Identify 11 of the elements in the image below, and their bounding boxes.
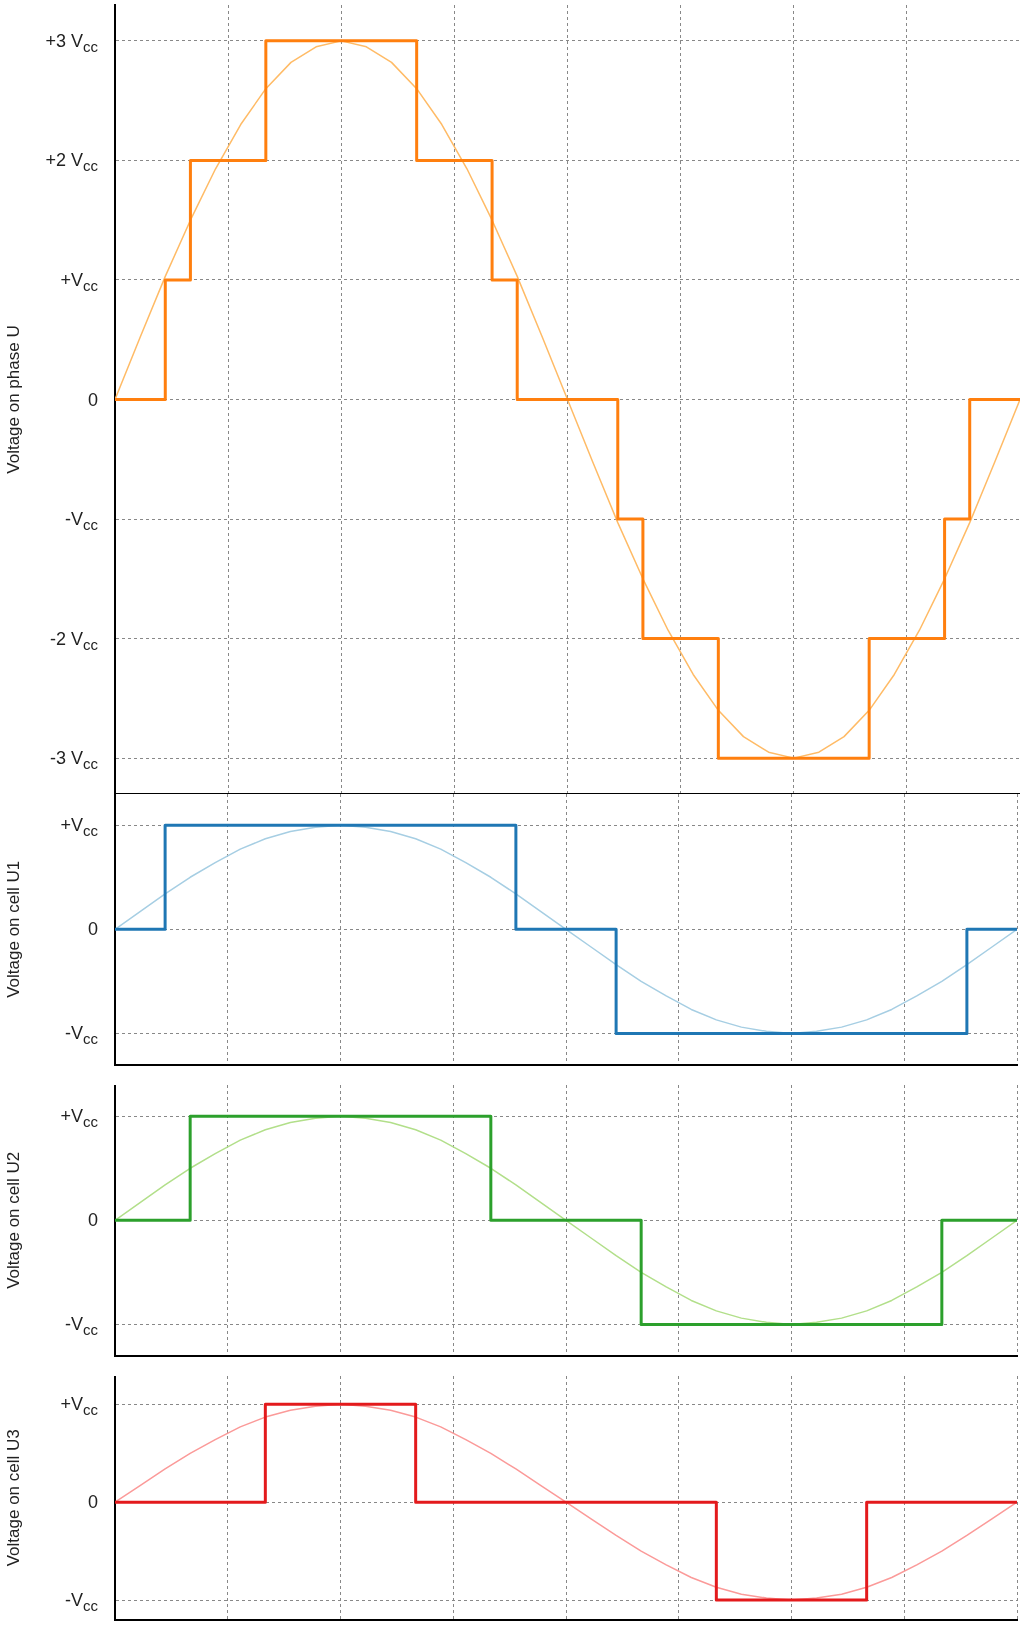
- y-axis-title: Voltage on cell U1: [3, 860, 23, 998]
- y-tick-label: +V$_{cc}$: [59, 268, 98, 294]
- y-axis-title: Voltage on cell U3: [3, 1429, 23, 1567]
- y-tick-label: +2 V$_{cc}$: [44, 149, 98, 174]
- y-tick-label: -3 V$_{cc}$: [49, 747, 98, 772]
- y-tick-label: -2 V$_{cc}$: [49, 627, 98, 653]
- y-axis-title: Voltage on cell U2: [3, 1151, 23, 1289]
- y-axis-title: Voltage on phase U: [3, 325, 23, 474]
- y-tick-label: +3 V$_{cc}$: [44, 29, 98, 55]
- y-tick-label: 0: [87, 388, 98, 411]
- y-tick-label: -V$_{cc}$: [64, 508, 98, 533]
